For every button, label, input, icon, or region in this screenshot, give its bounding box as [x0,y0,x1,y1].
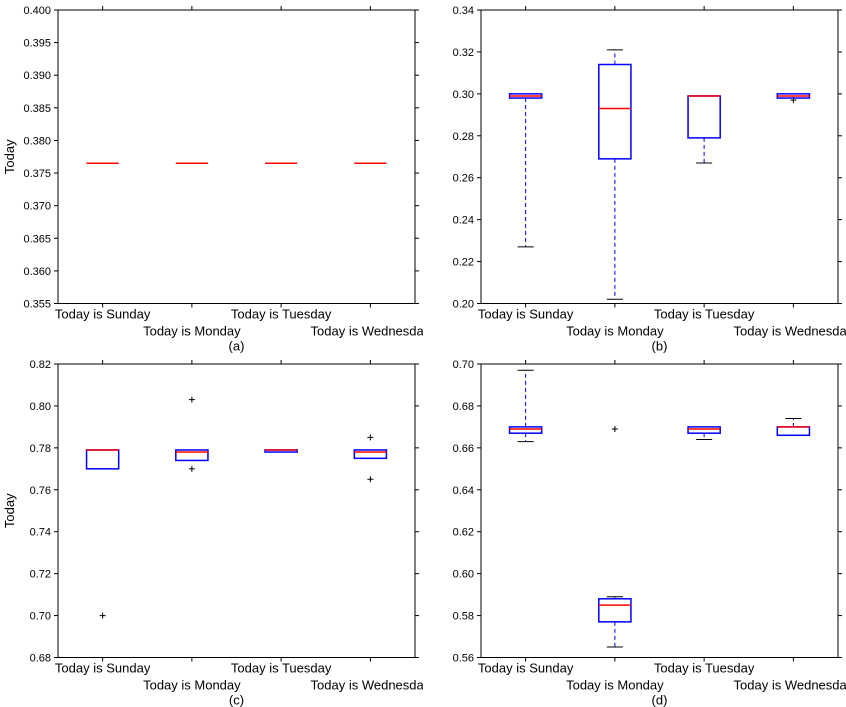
outlier-marker [100,612,106,618]
subplot-d: 0.56 0.58 0.60 0.62 0.64 0.66 0.68 0.70 Today is… [423,354,846,707]
ytick-label: 0.360 [23,266,51,278]
xtick-label: Today is Tuesday [654,307,755,322]
panel-sublabel: (d) [652,692,668,707]
xtick-label: Today is Wednesday [311,677,423,692]
box [599,65,631,159]
box [688,426,720,432]
ytick-label: 0.70 [30,610,51,622]
ytick-label: 0.355 [23,299,51,311]
box [777,426,809,434]
ytick-label: 0.24 [453,215,474,227]
ytick-label: 0.32 [453,47,474,59]
box [688,96,720,138]
xtick-label: Today is Tuesday [231,660,332,675]
ytick-label: 0.30 [453,89,474,101]
xtick-label: Today is Monday [143,324,241,339]
ytick-label: 0.28 [453,131,474,143]
outlier-marker [189,396,195,402]
box [354,449,386,457]
y-axis-label: Today [2,139,17,174]
ytick-label: 0.80 [30,400,51,412]
panel-sublabel: (b) [652,339,668,354]
outlier-marker [367,476,373,482]
ytick-label: 0.78 [30,442,51,454]
panel-d: 0.56 0.58 0.60 0.62 0.64 0.66 0.68 0.70 Today is… [423,354,846,707]
xtick-label: Today is Tuesday [231,307,332,322]
xtick-label: Today is Monday [566,324,664,339]
y-axis-label: Today [2,492,17,527]
ytick-label: 0.400 [23,5,51,17]
panel-sublabel: (c) [229,692,244,707]
ytick-label: 0.68 [30,652,51,664]
xtick-label: Today is Wednesday [734,324,846,339]
plot-frame [481,364,838,658]
subplot-b: 0.20 0.22 0.24 0.26 0.28 0.30 0.32 0.34 Today is… [423,0,846,354]
xtick-label: Today is Monday [566,677,664,692]
ytick-label: 0.62 [453,526,474,538]
box [87,449,119,468]
subplot-a: 0.355 0.360 0.365 0.370 0.375 0.380 0.385 0.390… [0,0,423,354]
outlier-marker [189,465,195,471]
ytick-label: 0.64 [453,484,474,496]
ytick-label: 0.58 [453,610,474,622]
ytick-label: 0.370 [23,201,51,213]
ytick-label: 0.365 [23,233,51,245]
ytick-label: 0.375 [23,168,51,180]
ytick-label: 0.56 [453,652,474,664]
ytick-label: 0.82 [30,359,51,371]
outlier-marker [367,434,373,440]
ytick-label: 0.385 [23,103,51,115]
ytick-label: 0.70 [453,359,474,371]
xtick-label: Today is Monday [143,677,241,692]
xtick-label: Today is Sunday [478,307,574,322]
panel-c: 0.68 0.70 0.72 0.74 0.76 0.78 0.80 0.82 Today is… [0,354,423,707]
xtick-label: Today is Wednesday [734,677,846,692]
chart-grid: 0.355 0.360 0.365 0.370 0.375 0.380 0.385 0.390… [0,0,846,707]
subplot-c: 0.68 0.70 0.72 0.74 0.76 0.78 0.80 0.82 Today is… [0,354,423,707]
ytick-label: 0.380 [23,135,51,147]
ytick-label: 0.22 [453,257,474,269]
ytick-label: 0.76 [30,484,51,496]
ytick-label: 0.72 [30,568,51,580]
xtick-label: Today is Sunday [55,307,151,322]
panel-b: 0.20 0.22 0.24 0.26 0.28 0.30 0.32 0.34 Today is… [423,0,846,354]
ytick-label: 0.66 [453,442,474,454]
plot-frame [481,10,838,304]
box [510,426,542,432]
ytick-label: 0.20 [453,299,474,311]
outlier-marker [612,425,618,431]
ytick-label: 0.74 [30,526,51,538]
xtick-label: Today is Sunday [55,660,151,675]
panel-a: 0.355 0.360 0.365 0.370 0.375 0.380 0.385 0.390… [0,0,423,354]
plot-frame [58,10,415,304]
xtick-label: Today is Sunday [478,660,574,675]
xtick-label: Today is Tuesday [654,660,755,675]
ytick-label: 0.390 [23,70,51,82]
plot-frame [58,364,415,658]
ytick-label: 0.26 [453,173,474,185]
ytick-label: 0.60 [453,568,474,580]
panel-sublabel: (a) [229,339,245,354]
ytick-label: 0.395 [23,38,51,50]
ytick-label: 0.34 [453,5,474,17]
box [599,598,631,621]
xtick-label: Today is Wednesday [311,324,423,339]
ytick-label: 0.68 [453,400,474,412]
